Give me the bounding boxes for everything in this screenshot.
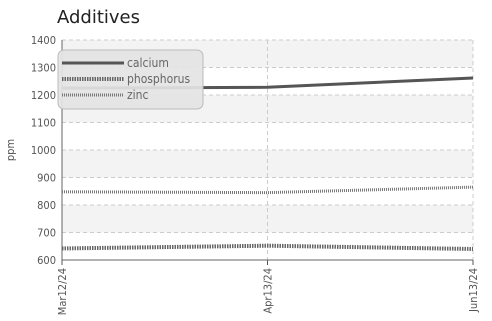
legend-label-calcium: calcium (127, 56, 169, 70)
x-tick-label: Apr13/24 (262, 268, 275, 314)
y-tick-label: 600 (37, 254, 56, 267)
y-tick-label: 1400 (31, 34, 56, 47)
y-tick-label: 1300 (31, 62, 56, 75)
legend-label-zinc: zinc (127, 88, 149, 102)
x-tick-label: Mar12/24 (56, 268, 69, 315)
series-line-phosphorus (61, 243, 474, 251)
legend-label-phosphorus: phosphorus (127, 72, 191, 86)
series-line-zinc (61, 185, 474, 195)
y-tick-label: 1000 (31, 144, 56, 157)
legend: calcium phosphorus zinc (57, 49, 204, 110)
y-tick-label: 1200 (31, 89, 56, 102)
y-tick-label: 700 (37, 227, 56, 240)
y-tick-label: 800 (37, 199, 56, 212)
y-tick-label: 900 (37, 172, 56, 185)
x-tick-label: Jun13/24 (467, 268, 480, 313)
chart-title: Additives (57, 7, 141, 28)
y-tick-label: 1100 (31, 117, 56, 130)
y-axis-label: ppm (4, 139, 17, 161)
